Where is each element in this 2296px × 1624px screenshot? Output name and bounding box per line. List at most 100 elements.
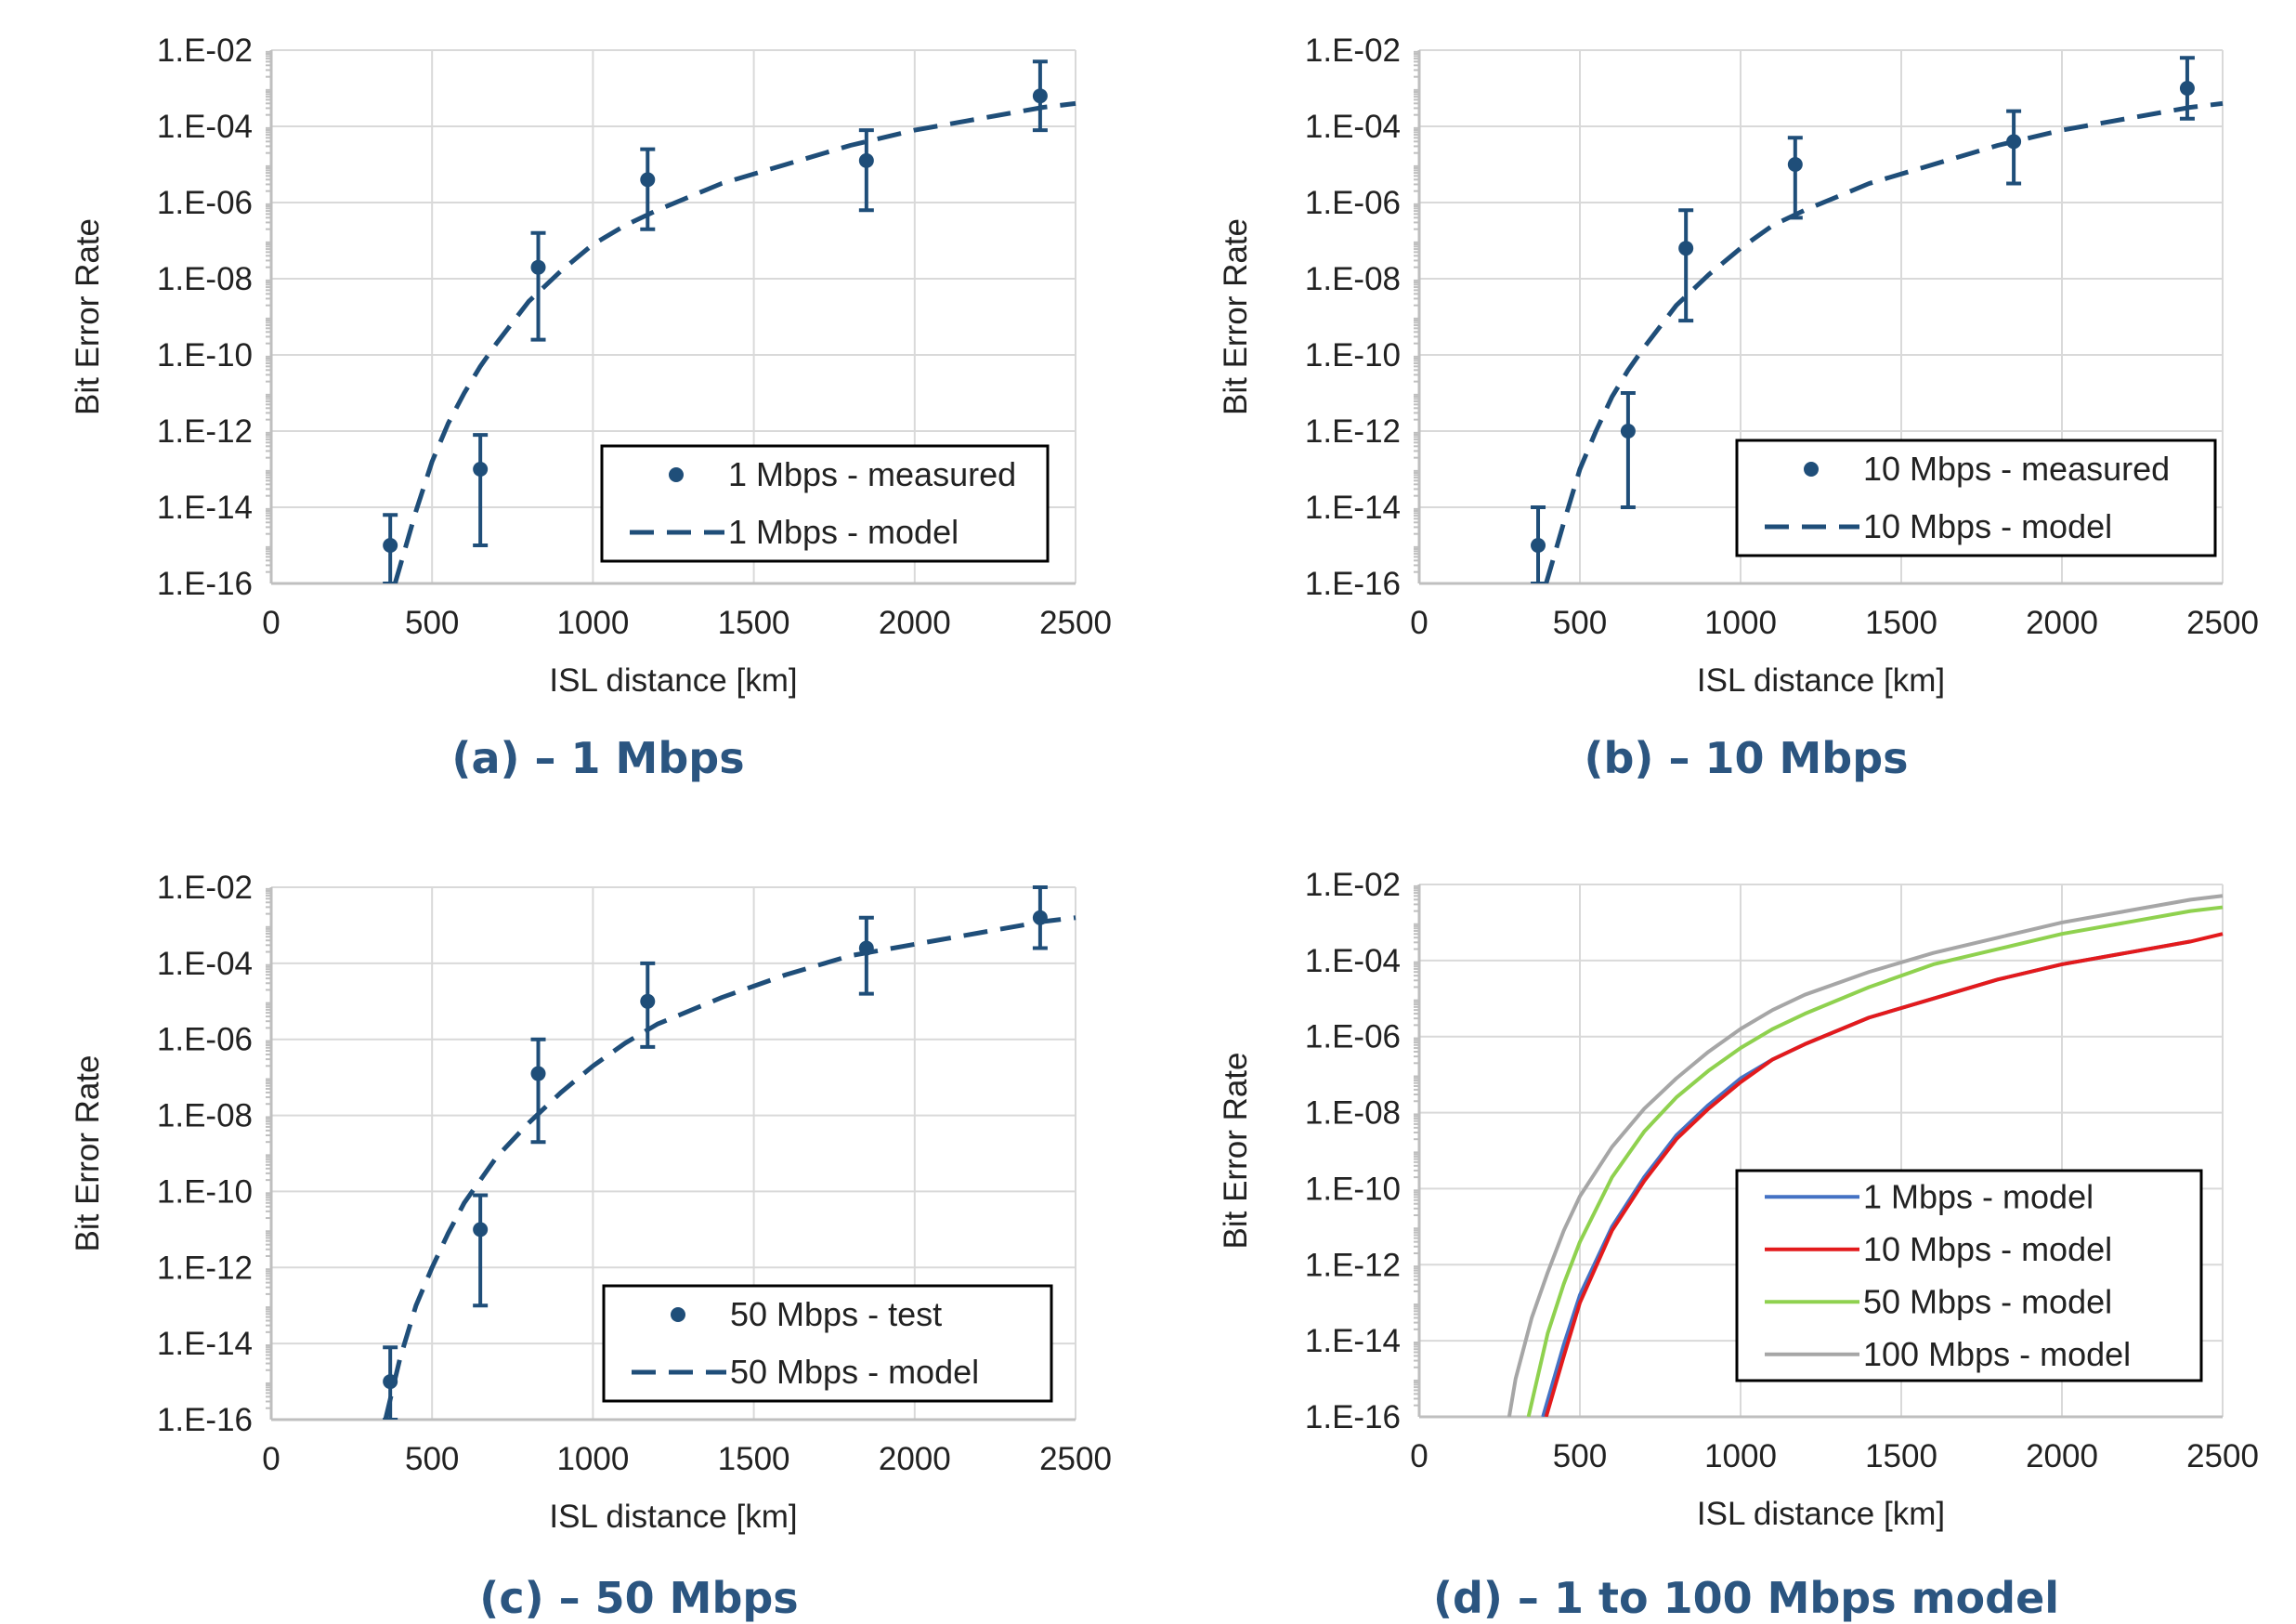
legend-label: 1 Mbps - model <box>728 513 959 551</box>
y-axis-title: Bit Error Rate <box>70 218 106 415</box>
grid <box>1414 49 2224 585</box>
y-tick-label: 1.E-04 <box>157 946 253 982</box>
y-tick-label: 1.E-02 <box>1305 33 1401 69</box>
x-tick-label: 500 <box>1553 605 1607 641</box>
legend-box <box>1735 439 2217 557</box>
legend-box <box>600 444 1050 563</box>
legend-label: 50 Mbps - model <box>730 1353 979 1391</box>
y-tick-label: 1.E-04 <box>1305 943 1401 979</box>
model-line <box>392 100 1076 583</box>
y-tick-label: 1.E-08 <box>157 1098 253 1134</box>
data-point <box>473 1222 489 1238</box>
x-tick-label: 1000 <box>556 605 629 641</box>
y-tick-label: 1.E-16 <box>1305 1399 1401 1435</box>
data-point <box>858 152 874 168</box>
data-point <box>2179 81 2195 96</box>
data-point <box>473 462 489 477</box>
x-tick-label: 0 <box>1410 605 1428 641</box>
x-axis-title: ISL distance [km] <box>549 662 797 699</box>
legend-label: 1 Mbps - measured <box>728 455 1016 493</box>
series-line <box>1544 932 2224 1417</box>
series-line <box>1526 905 2224 1417</box>
y-tick-label: 1.E-04 <box>157 109 253 145</box>
y-tick-label: 1.E-12 <box>1305 413 1401 450</box>
legend-label: 1 Mbps - model <box>1863 1177 2094 1215</box>
y-tick-label: 1.E-02 <box>157 870 253 906</box>
y-tick-label: 1.E-08 <box>157 261 253 297</box>
y-tick-label: 1.E-06 <box>1305 185 1401 221</box>
x-tick-label: 0 <box>262 605 280 641</box>
y-tick-label: 1.E-12 <box>1305 1247 1401 1283</box>
y-tick-label: 1.E-10 <box>157 1173 253 1210</box>
series-line <box>1507 894 2224 1417</box>
legend: 1 Mbps - measured 1 Mbps - model <box>600 444 1050 563</box>
y-tick-label: 1.E-16 <box>1305 566 1401 602</box>
legend-label: 10 Mbps - model <box>1863 507 2112 545</box>
y-tick-label: 1.E-10 <box>1305 1171 1401 1207</box>
data-point <box>1531 538 1546 553</box>
data-point <box>640 172 656 188</box>
x-tick-label: 0 <box>262 1441 280 1477</box>
legend-marker <box>669 467 684 482</box>
x-tick-label: 1000 <box>556 1441 629 1477</box>
y-tick-label: 1.E-16 <box>157 566 253 602</box>
data-point <box>383 538 398 553</box>
y-tick-label: 1.E-14 <box>157 490 253 526</box>
chart-panel-2: 0 500 1000 1500 2000 2500 1.E-16 1.E-14 1.E-12 1.… <box>1218 33 2259 783</box>
chart-panel-1: 0 500 1000 1500 2000 2500 1.E-16 1.E-14 1.E-12 1.… <box>70 33 1112 783</box>
plot-area <box>1507 894 2224 1417</box>
y-axis-title: Bit Error Rate <box>1218 1053 1254 1250</box>
data-point <box>1787 157 1803 172</box>
x-tick-label: 2500 <box>1039 605 1112 641</box>
x-tick-label: 500 <box>1553 1438 1607 1474</box>
legend-box <box>1735 1169 2203 1382</box>
series-measured <box>383 885 1048 1420</box>
legend-label: 10 Mbps - model <box>1863 1230 2112 1268</box>
x-tick-label: 0 <box>1410 1438 1428 1474</box>
x-tick-label: 1000 <box>1704 1438 1777 1474</box>
data-point <box>530 1066 546 1081</box>
x-tick-label: 500 <box>405 605 459 641</box>
y-tick-label: 1.E-08 <box>1305 261 1401 297</box>
x-axis-title: ISL distance [km] <box>1697 662 1945 699</box>
y-tick-label: 1.E-02 <box>1305 867 1401 903</box>
legend-marker <box>1804 462 1819 477</box>
x-tick-label: 2500 <box>2186 1438 2259 1474</box>
data-point <box>1678 241 1694 256</box>
panel-caption: (a) – 1 Mbps <box>451 733 744 783</box>
y-tick-label: 1.E-06 <box>1305 1019 1401 1055</box>
legend-marker <box>671 1307 685 1322</box>
y-tick-label: 1.E-06 <box>157 1022 253 1058</box>
data-point <box>640 993 656 1009</box>
panel-caption: (d) – 1 to 100 Mbps model <box>1433 1573 2059 1623</box>
panel-caption: (c) – 50 Mbps <box>479 1573 798 1623</box>
x-tick-label: 1500 <box>1865 605 1937 641</box>
x-tick-label: 2000 <box>2026 605 2098 641</box>
legend: 1 Mbps - model 10 Mbps - model 50 Mbps - m… <box>1735 1169 2203 1382</box>
series-measured <box>383 59 1048 583</box>
chart-panel-3: 0 500 1000 1500 2000 2500 1.E-16 1.E-14 1.E-12 1.… <box>70 870 1112 1623</box>
y-axis-title: Bit Error Rate <box>1218 218 1254 415</box>
legend: 50 Mbps - test 50 Mbps - model <box>602 1284 1053 1403</box>
legend-box <box>602 1284 1053 1403</box>
x-tick-label: 1500 <box>1865 1438 1937 1474</box>
grid <box>266 49 1076 585</box>
x-tick-label: 500 <box>405 1441 459 1477</box>
data-point <box>530 259 546 275</box>
plot-area <box>383 59 1076 583</box>
y-tick-label: 1.E-04 <box>1305 109 1401 145</box>
panel-caption: (b) – 10 Mbps <box>1584 733 1908 783</box>
y-tick-label: 1.E-10 <box>157 337 253 373</box>
data-point <box>1032 88 1048 104</box>
y-tick-label: 1.E-12 <box>157 1250 253 1286</box>
legend: 10 Mbps - measured 10 Mbps - model <box>1735 439 2217 557</box>
chart-panel-4: 0 500 1000 1500 2000 2500 1.E-16 1.E-14 1.E-12 1.… <box>1218 867 2259 1623</box>
plot-area <box>383 885 1076 1420</box>
legend-label: 100 Mbps - model <box>1863 1335 2131 1373</box>
model-line <box>383 915 1076 1420</box>
x-tick-label: 1500 <box>718 1441 790 1477</box>
data-point <box>1620 424 1636 439</box>
x-tick-label: 1500 <box>718 605 790 641</box>
y-tick-label: 1.E-16 <box>157 1402 253 1438</box>
